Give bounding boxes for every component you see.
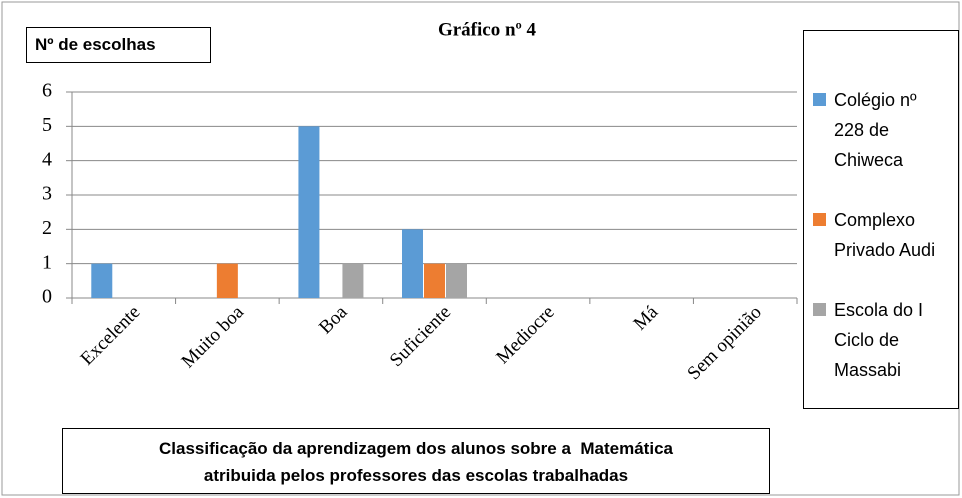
- legend-swatch: [813, 93, 826, 106]
- legend-item: Complexo Privado Audi: [813, 205, 958, 265]
- legend-label: Escola do I Ciclo de Massabi: [834, 300, 924, 380]
- legend: Colégio nº 228 de Chiweca Complexo Privad…: [803, 30, 959, 409]
- legend-swatch: [813, 213, 826, 226]
- x-tick-label: Muito boa: [178, 301, 249, 372]
- bar: [91, 263, 113, 298]
- bar: [298, 126, 320, 298]
- x-tick-label: Excelente: [77, 302, 145, 370]
- y-axis-label: Nº de escolhas: [26, 27, 211, 63]
- x-tick-label: Suficiente: [386, 302, 455, 371]
- y-tick-label: 4: [42, 148, 52, 170]
- y-tick-label: 1: [42, 251, 52, 273]
- legend-label: Colégio nº 228 de Chiweca: [834, 90, 917, 170]
- bar: [424, 263, 445, 298]
- legend-item: Colégio nº 228 de Chiweca: [813, 85, 958, 175]
- x-tick-label: Boa: [315, 301, 352, 338]
- x-axis-label-line: Classificação da aprendizagem dos alunos…: [159, 439, 673, 458]
- legend-label: Complexo Privado Audi: [834, 210, 936, 260]
- x-tick-label: Mediocre: [492, 302, 558, 368]
- chart-title: Gráfico nº 4: [438, 19, 537, 40]
- y-tick-label: 5: [42, 114, 52, 136]
- y-tick-label: 6: [42, 80, 52, 102]
- legend-swatch: [813, 303, 826, 316]
- bar: [402, 229, 423, 298]
- x-axis-label: Classificação da aprendizagem dos alunos…: [62, 428, 770, 494]
- legend-item: Escola do I Ciclo de Massabi: [813, 295, 958, 385]
- bar: [446, 263, 467, 298]
- x-tick-label: Má: [630, 301, 663, 334]
- y-tick-label: 2: [42, 217, 52, 239]
- y-tick-label: 0: [42, 286, 52, 308]
- bar: [342, 263, 364, 298]
- x-axis-label-line: atribuida pelos professores das escolas …: [203, 466, 629, 485]
- y-tick-label: 3: [42, 183, 52, 205]
- bar: [216, 263, 238, 298]
- x-tick-label: Sem opinião: [683, 302, 765, 384]
